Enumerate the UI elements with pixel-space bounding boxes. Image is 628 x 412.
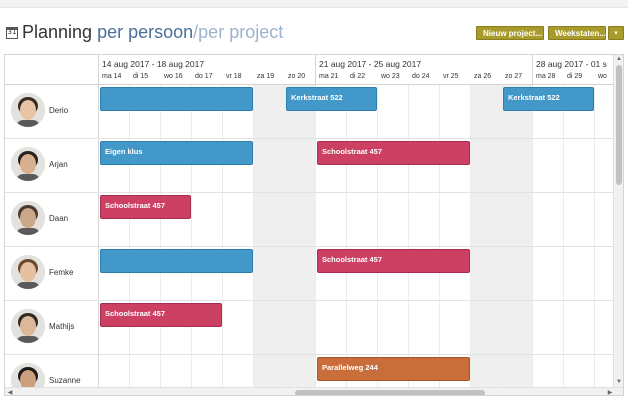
assignment-bar[interactable]: Schoolstraat 457	[317, 249, 470, 273]
assignment-bar[interactable]	[100, 249, 253, 273]
row-divider	[99, 138, 623, 139]
day-column	[285, 85, 316, 395]
day-label: ma 21	[319, 73, 339, 80]
day-label: vr 25	[443, 73, 459, 80]
person-row: Mathijs	[5, 301, 99, 355]
day-label: ma 14	[102, 73, 122, 80]
assignment-bar[interactable]: Schoolstraat 457	[100, 303, 222, 327]
person-name: Derio	[49, 106, 69, 115]
horizontal-scrollbar[interactable]: ◀ ▶	[5, 387, 623, 396]
avatar	[11, 93, 45, 127]
day-label: di 15	[133, 73, 149, 80]
day-column	[223, 85, 254, 395]
day-column	[347, 85, 378, 395]
avatar	[11, 309, 45, 343]
day-column	[502, 85, 533, 395]
dropdown-button[interactable]: ▾	[608, 26, 624, 40]
person-row: Arjan	[5, 139, 99, 193]
day-column	[440, 85, 471, 395]
person-row: Femke	[5, 247, 99, 301]
vertical-scroll-thumb[interactable]	[616, 65, 622, 185]
day-label: di 29	[567, 73, 583, 80]
assignment-bar[interactable]: Schoolstraat 457	[100, 195, 191, 219]
day-column	[533, 85, 564, 395]
day-label: wo 16	[164, 73, 183, 80]
horizontal-scroll-thumb[interactable]	[295, 390, 485, 395]
day-column	[130, 85, 161, 395]
day-label: wo 23	[381, 73, 400, 80]
day-label: di 22	[350, 73, 366, 80]
timeline[interactable]: ma 14 di 15 wo 16 do 17 vr 18 za 19 zo 20 ma 21…	[99, 55, 623, 395]
view-separator: /	[193, 22, 199, 42]
view-per-persoon[interactable]: per persoon	[97, 22, 194, 42]
week-separator	[315, 55, 316, 85]
avatar	[11, 201, 45, 235]
person-name: Femke	[49, 268, 74, 277]
scroll-down-icon[interactable]: ▼	[616, 379, 622, 385]
day-column	[378, 85, 409, 395]
view-per-project[interactable]: per project	[198, 22, 284, 42]
week-separator	[532, 55, 533, 85]
title-main: Planning	[22, 22, 93, 42]
day-label: zo 27	[505, 73, 523, 80]
row-divider	[99, 192, 623, 193]
person-name: Mathijs	[49, 322, 75, 331]
day-label: za 26	[474, 73, 492, 80]
new-project-button[interactable]: Nieuw project...	[476, 26, 544, 40]
assignment-bar[interactable]: Parallelweg 244	[317, 357, 470, 381]
vertical-scrollbar[interactable]: ▲ ▼	[613, 55, 623, 387]
day-label: za 19	[257, 73, 275, 80]
day-column	[192, 85, 223, 395]
day-label: vr 18	[226, 73, 242, 80]
weekstaten-button[interactable]: Weekstaten...	[548, 26, 606, 40]
people-column: Derio Arjan Daan Femke Mathijs Suzanne	[5, 55, 99, 395]
day-label: ma 28	[536, 73, 556, 80]
page-header: 31 Planning per persoon/per project Nieu…	[0, 18, 628, 54]
row-divider	[99, 354, 623, 355]
row-divider	[99, 246, 623, 247]
row-divider	[99, 300, 623, 301]
week-label: 14 aug 2017 - 18 aug 2017	[102, 59, 205, 69]
day-label: do 24	[412, 73, 430, 80]
day-column	[161, 85, 192, 395]
person-row: Derio	[5, 85, 99, 139]
avatar	[11, 255, 45, 289]
day-column	[254, 85, 285, 395]
week-label: 28 aug 2017 - 01 s	[536, 59, 607, 69]
day-column	[99, 85, 130, 395]
day-label: zo 20	[288, 73, 306, 80]
day-column	[471, 85, 502, 395]
day-column	[564, 85, 595, 395]
assignment-bar[interactable]	[100, 87, 253, 111]
scroll-up-icon[interactable]: ▲	[616, 56, 622, 62]
calendar-icon: 31	[6, 27, 18, 39]
header-divider	[99, 84, 623, 85]
assignment-bar[interactable]: Schoolstraat 457	[317, 141, 470, 165]
week-label: 21 aug 2017 - 25 aug 2017	[319, 59, 422, 69]
day-column	[409, 85, 440, 395]
top-bar	[0, 0, 628, 8]
person-row: Daan	[5, 193, 99, 247]
assignment-bar[interactable]: Kerkstraat 522	[286, 87, 377, 111]
person-name: Arjan	[49, 160, 68, 169]
scroll-left-icon[interactable]: ◀	[7, 390, 13, 396]
day-column	[316, 85, 347, 395]
page-title: Planning per persoon/per project	[22, 22, 283, 43]
person-name: Daan	[49, 214, 69, 223]
people-column-header	[5, 55, 98, 85]
planning-grid: Derio Arjan Daan Femke Mathijs Suzanne ma 14 d…	[4, 54, 624, 396]
scroll-right-icon[interactable]: ▶	[607, 390, 613, 396]
person-name: Suzanne	[49, 376, 81, 385]
day-label: do 17	[195, 73, 213, 80]
assignment-bar[interactable]: Eigen klus	[100, 141, 253, 165]
assignment-bar[interactable]: Kerkstraat 522	[503, 87, 594, 111]
day-label: wo	[598, 73, 607, 80]
avatar	[11, 147, 45, 181]
